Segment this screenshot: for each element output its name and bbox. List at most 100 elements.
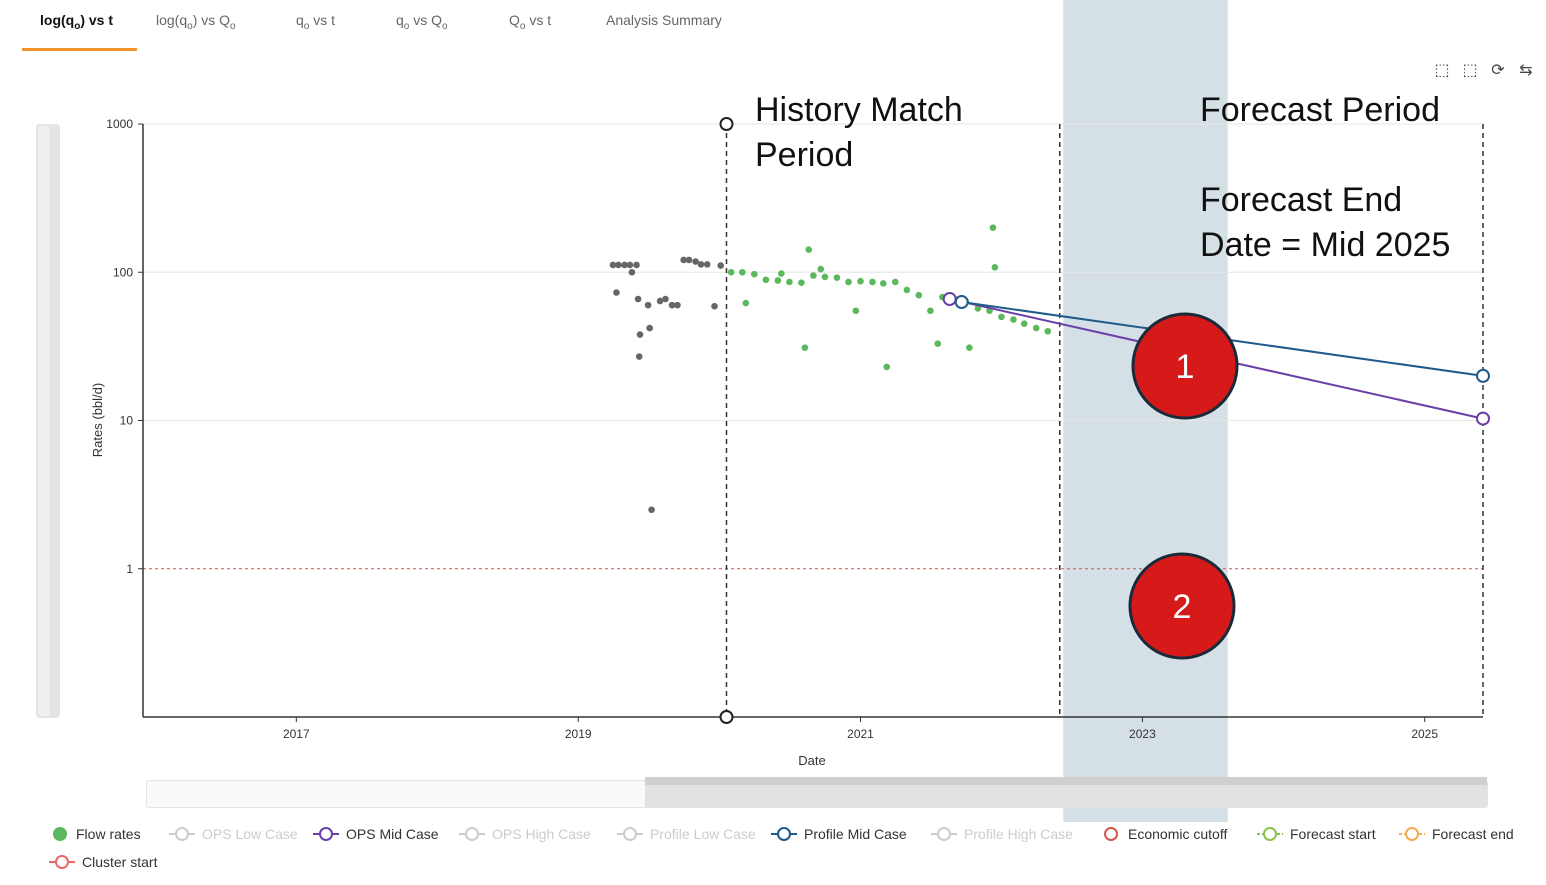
highlight-band: [1063, 0, 1228, 822]
x-slider-handle[interactable]: [645, 777, 1487, 807]
x-axis-zoom-slider[interactable]: [146, 777, 1488, 808]
tab-Q-vs-t[interactable]: Qo vs t: [509, 12, 552, 32]
legend-item[interactable]: Forecast end: [1398, 826, 1514, 842]
y-slider-handle[interactable]: [38, 126, 50, 716]
data-point: [668, 301, 676, 309]
legend-ring: [623, 827, 637, 841]
tab-bar: log(qo) vs t log(qo) vs Qo qo vs t qo vs…: [0, 0, 800, 55]
legend-item[interactable]: Forecast start: [1256, 826, 1376, 842]
data-point: [674, 301, 681, 309]
legend-marker-icon: [53, 827, 67, 841]
x-tick-label: 2023: [1129, 727, 1156, 741]
legend-label: Profile High Case: [964, 826, 1073, 842]
legend-item[interactable]: Profile Mid Case: [770, 826, 907, 842]
data-point: [626, 261, 634, 269]
data-point: [621, 261, 628, 269]
tab-q-vs-Q[interactable]: qo vs Qo: [396, 12, 448, 32]
data-point: [703, 261, 711, 268]
data-point: [1020, 320, 1028, 327]
badge-1-label: 1: [1176, 348, 1195, 386]
legend-item[interactable]: Cluster start: [48, 854, 157, 870]
data-point: [991, 263, 999, 271]
legend-item[interactable]: OPS Mid Case: [312, 826, 439, 842]
x-tick-label: 2017: [283, 727, 310, 741]
data-point: [891, 278, 899, 286]
divider-handle-top: [719, 117, 734, 131]
legend-marker-icon: [771, 827, 797, 841]
legend-item[interactable]: Profile High Case: [930, 826, 1073, 842]
legend-item[interactable]: OPS Low Case: [168, 826, 298, 842]
data-point: [727, 268, 735, 276]
legend-ring: [55, 855, 69, 869]
legend-label: Forecast end: [1432, 826, 1514, 842]
data-point: [609, 261, 617, 269]
data-point: [974, 305, 982, 312]
data-point: [774, 277, 782, 284]
tab-logq-vs-t[interactable]: log(qo) vs t: [40, 12, 114, 32]
data-point: [903, 286, 911, 294]
data-point: [986, 307, 993, 315]
legend-item[interactable]: Flow rates: [48, 826, 141, 842]
legend-ring: [465, 827, 479, 841]
annotation-forecast-end-line1: Forecast End: [1200, 181, 1402, 219]
legend-item[interactable]: OPS High Case: [458, 826, 591, 842]
active-tab-indicator: [22, 48, 137, 51]
data-point: [845, 278, 852, 286]
data-point: [786, 278, 793, 286]
x-tick-label: 2025: [1411, 727, 1438, 741]
data-point: [739, 268, 746, 276]
annotation-forecast-end-line2: Date = Mid 2025: [1200, 226, 1450, 264]
data-point: [742, 299, 750, 307]
annotation-history-line2: Period: [755, 136, 853, 174]
legend-ring: [1263, 827, 1277, 841]
data-point: [810, 272, 817, 279]
y-tick-label: 100: [113, 265, 133, 279]
tab-q-vs-t[interactable]: qo vs t: [296, 12, 336, 32]
legend-ring: [1104, 827, 1118, 841]
legend-marker-icon: [1104, 827, 1118, 841]
legend-item[interactable]: Profile Low Case: [616, 826, 756, 842]
data-point: [697, 261, 705, 268]
legend-label: OPS Mid Case: [346, 826, 439, 842]
legend-label: OPS High Case: [492, 826, 591, 842]
legend-ring: [319, 827, 333, 841]
data-point: [821, 273, 829, 281]
data-point: [1010, 316, 1017, 323]
tab-analysis-summary[interactable]: Analysis Summary: [606, 12, 722, 28]
y-axis-zoom-slider[interactable]: [36, 124, 60, 718]
data-point: [962, 298, 970, 306]
forecast-point: [954, 294, 969, 309]
data-point: [628, 268, 636, 276]
legend-label: OPS Low Case: [202, 826, 298, 842]
x-tick-label: 2019: [565, 727, 592, 741]
legend-marker-icon: [49, 855, 75, 869]
data-point: [801, 344, 809, 351]
badge-1: 1: [1131, 312, 1239, 420]
data-point: [966, 344, 973, 351]
data-point: [833, 274, 841, 281]
data-point: [644, 301, 652, 309]
forecast-line: [961, 301, 1484, 377]
data-point: [636, 331, 644, 338]
y-axis-label: Rates (bbl/d): [90, 383, 105, 457]
data-point: [1032, 324, 1040, 332]
legend-marker-icon: [931, 827, 957, 841]
legend-ring: [175, 827, 189, 841]
zoom-reset-icon[interactable]: ⬚: [1462, 60, 1478, 79]
data-point: [852, 307, 860, 315]
data-point: [692, 258, 699, 265]
data-point: [951, 295, 958, 303]
data-point: [798, 279, 805, 287]
swap-icon[interactable]: ⇆: [1519, 60, 1533, 79]
legend-marker-icon: [1399, 827, 1425, 841]
chart-toolbar: ⬚ ⬚ ⟳ ⇆: [1432, 60, 1536, 80]
data-point: [883, 363, 891, 371]
legend-label: Profile Low Case: [650, 826, 756, 842]
legend-marker-icon: [313, 827, 339, 841]
tab-logq-vs-Q[interactable]: log(qo) vs Qo: [156, 12, 236, 32]
restore-icon[interactable]: ⟳: [1491, 60, 1505, 79]
data-point: [934, 340, 942, 347]
zoom-icon[interactable]: ⬚: [1434, 60, 1450, 79]
data-point: [633, 261, 640, 269]
legend-item[interactable]: Economic cutoff: [1100, 826, 1227, 842]
